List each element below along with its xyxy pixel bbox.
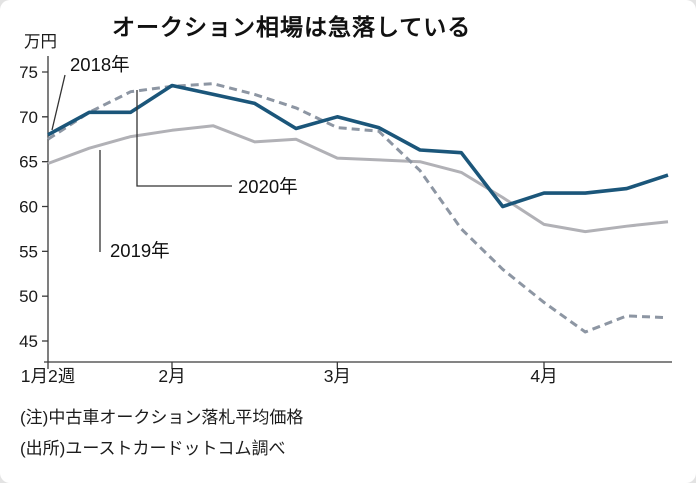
chart-footnotes: (注)中古車オークション落札平均価格 (出所)ユーストカードットコム調べ <box>20 402 303 464</box>
y-tick-label: 70 <box>19 108 38 127</box>
y-axis-unit-label: 万円 <box>24 33 57 51</box>
source-note-2: (出所)ユーストカードットコム調べ <box>20 439 286 458</box>
annotation-label-2020: 2020年 <box>238 176 298 197</box>
series-line-2018 <box>47 83 669 209</box>
page-title: オークション相場は急落している <box>112 14 472 40</box>
series-line-2019 <box>47 124 669 234</box>
source-note-1: (注)中古車オークション落札平均価格 <box>20 408 304 427</box>
annotation-label-2018: 2018年 <box>70 54 130 75</box>
x-tick-label: 1月2週 <box>21 366 75 386</box>
annotation-leader-2018 <box>51 74 66 131</box>
y-tick-label: 75 <box>19 63 38 82</box>
x-tick-label: 3月 <box>324 366 351 386</box>
x-tick-label: 2月 <box>158 366 185 386</box>
x-tick-label: 4月 <box>530 366 557 386</box>
y-tick-label: 55 <box>19 242 38 261</box>
y-tick-label: 60 <box>19 198 38 217</box>
annotation-label-2019: 2019年 <box>110 240 170 261</box>
y-tick-label: 50 <box>19 287 38 306</box>
annotation-leader-2020 <box>136 90 232 187</box>
y-tick-label: 65 <box>19 153 38 172</box>
y-tick-label: 45 <box>19 332 38 351</box>
series-line-2020 <box>47 82 669 334</box>
